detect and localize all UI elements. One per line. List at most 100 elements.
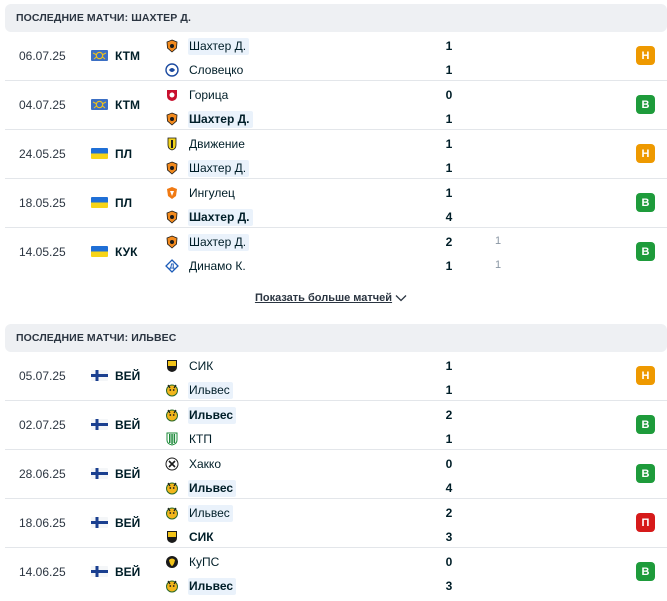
home-score: 1: [445, 39, 453, 53]
home-score: 0: [445, 88, 453, 102]
result-badge-win: В: [636, 242, 655, 261]
ilves-logo-icon: [165, 481, 179, 495]
home-team-name: Ильвес: [188, 504, 233, 522]
match-row[interactable]: 14.05.25 КУК Шахтер Д. Д Динамо К. 2 1 1 1 В: [5, 228, 667, 277]
rukh-logo-icon: [165, 137, 179, 151]
gorica-logo-icon: [165, 88, 179, 102]
home-team-name: Горица: [189, 87, 229, 102]
ilves-logo-icon: [165, 408, 179, 422]
match-list-shakhtar: 06.07.25 КТМ Шахтер Д. Словецко 1 1 Н 04.07.25 К…: [5, 32, 667, 277]
match-row[interactable]: 05.07.25 ВЕЙ СИК Ильвес 1 1 Н: [5, 352, 667, 401]
match-row[interactable]: 18.05.25 ПЛ Ингулец Шахтер Д. 1 4 В: [5, 179, 667, 228]
shakhtar-logo-icon: [165, 210, 179, 224]
result-badge-win: В: [636, 464, 655, 483]
away-team: СИК: [165, 527, 217, 547]
away-team-name: Словецко: [189, 62, 244, 77]
result-badge-draw: Н: [636, 366, 655, 385]
away-team-name: Ильвес: [188, 479, 237, 497]
match-row[interactable]: 24.05.25 ПЛ Движение Шахтер Д. 1 1 Н: [5, 130, 667, 179]
home-score: 1: [445, 137, 453, 151]
home-score: 2: [445, 235, 453, 249]
result-badge-loss: П: [636, 513, 655, 532]
away-team: Ильвес: [165, 478, 237, 498]
result-badge-draw: Н: [636, 144, 655, 163]
home-team-name: СИК: [189, 358, 214, 373]
shakhtar-logo-icon: [165, 235, 179, 249]
away-team: Шахтер Д.: [165, 158, 250, 178]
result-badge-win: В: [636, 193, 655, 212]
ukraine-flag-icon: [91, 246, 108, 257]
svg-text:Д: Д: [170, 264, 175, 271]
away-team-name: Шахтер Д.: [188, 110, 253, 128]
home-score: 1: [445, 359, 453, 373]
show-more-matches-link[interactable]: Показать больше матчей: [255, 292, 407, 304]
away-team: Шахтер Д.: [165, 207, 253, 227]
home-score: 0: [445, 457, 453, 471]
match-date: 04.07.25: [19, 98, 66, 112]
result-badge-draw: Н: [636, 46, 655, 65]
away-score: 1: [445, 161, 453, 175]
away-team-name: Ильвес: [188, 577, 237, 595]
away-team-name: КТП: [189, 431, 212, 446]
section-header-ilves: ПОСЛЕДНИЕ МАТЧИ: ИЛЬВЕС: [5, 324, 667, 352]
away-score: 1: [445, 63, 453, 77]
away-team: КТП: [165, 429, 215, 449]
match-row[interactable]: 04.07.25 КТМ Горица Шахтер Д. 0 1 В: [5, 81, 667, 130]
match-row[interactable]: 06.07.25 КТМ Шахтер Д. Словецко 1 1 Н: [5, 32, 667, 81]
home-team: Шахтер Д.: [165, 232, 250, 252]
away-score: 3: [445, 579, 453, 593]
home-score: 2: [445, 408, 453, 422]
match-row[interactable]: 18.06.25 ВЕЙ Ильвес СИК 2 3 П: [5, 499, 667, 548]
away-team-name: Динамо К.: [189, 258, 246, 273]
kups-logo-icon: [165, 555, 179, 569]
league-abbr: ВЕЙ: [115, 516, 141, 530]
match-date: 24.05.25: [19, 147, 66, 161]
away-team-name: СИК: [189, 529, 214, 544]
away-score: 1: [445, 259, 453, 273]
league-abbr: КУК: [115, 245, 138, 259]
home-team: Ильвес: [165, 405, 237, 425]
match-date: 18.06.25: [19, 516, 66, 530]
home-score: 1: [445, 186, 453, 200]
home-team: КуПС: [165, 552, 222, 572]
inhulets-logo-icon: [165, 186, 179, 200]
away-team: Д Динамо К.: [165, 256, 249, 276]
home-team: Ингулец: [165, 183, 238, 203]
show-more-label: Показать больше матчей: [254, 292, 393, 304]
home-team-name: Хакко: [189, 456, 221, 471]
ilves-logo-icon: [165, 579, 179, 593]
result-badge-win: В: [636, 95, 655, 114]
away-team: Словецко: [165, 60, 246, 80]
finland-flag-icon: [91, 419, 108, 430]
away-score: 1: [445, 432, 453, 446]
match-date: 28.06.25: [19, 467, 66, 481]
home-penalty-score: 1: [495, 235, 502, 247]
away-team-name: Шахтер Д.: [188, 159, 250, 177]
home-team-name: Движение: [189, 136, 245, 151]
home-team-name: Ильвес: [188, 406, 237, 424]
world-flag-icon: [91, 50, 108, 61]
away-team-name: Ильвес: [188, 381, 233, 399]
league-abbr: ВЕЙ: [115, 418, 141, 432]
last-matches-shakhtar-section: ПОСЛЕДНИЕ МАТЧИ: ШАХТЕР Д. 06.07.25 КТМ Ша…: [5, 4, 667, 277]
haka-logo-icon: [165, 457, 179, 471]
shakhtar-logo-icon: [165, 39, 179, 53]
match-date: 05.07.25: [19, 369, 66, 383]
match-date: 14.06.25: [19, 565, 66, 579]
finland-flag-icon: [91, 370, 108, 381]
result-badge-win: В: [636, 562, 655, 581]
ukraine-flag-icon: [91, 197, 108, 208]
last-matches-ilves-section: ПОСЛЕДНИЕ МАТЧИ: ИЛЬВЕС 05.07.25 ВЕЙ СИК Ил…: [5, 324, 667, 597]
ilves-logo-icon: [165, 506, 179, 520]
match-row[interactable]: 14.06.25 ВЕЙ КуПС Ильвес 0 3 В: [5, 548, 667, 597]
finland-flag-icon: [91, 566, 108, 577]
sjk-logo-icon: [165, 359, 179, 373]
match-row[interactable]: 02.07.25 ВЕЙ Ильвес КТП 2 1 В: [5, 401, 667, 450]
home-team: Движение: [165, 134, 248, 154]
match-row[interactable]: 28.06.25 ВЕЙ Хакко Ильвес 0 4 В: [5, 450, 667, 499]
away-score: 4: [445, 210, 453, 224]
ktp-logo-icon: [165, 432, 179, 446]
shakhtar-logo-icon: [165, 161, 179, 175]
away-team: Ильвес: [165, 576, 237, 596]
match-date: 14.05.25: [19, 245, 66, 259]
